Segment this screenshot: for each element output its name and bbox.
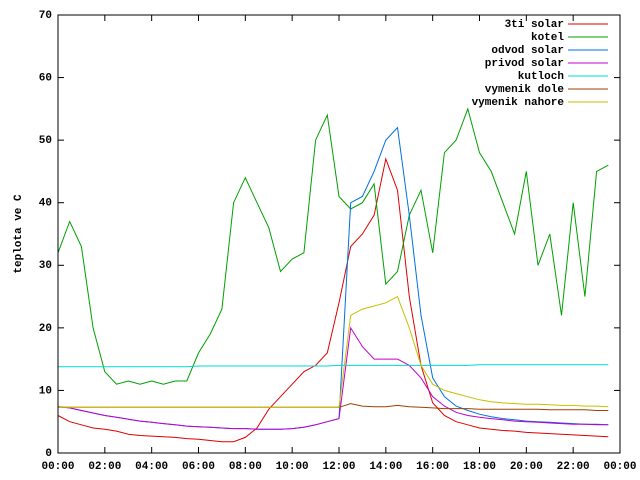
legend-label: kotel (531, 32, 564, 44)
x-tick-label: 10:00 (276, 461, 309, 473)
y-tick-label: 10 (39, 385, 52, 397)
x-tick-label: 20:00 (510, 461, 543, 473)
legend-label: privod solar (485, 58, 564, 70)
x-tick-label: 02:00 (88, 461, 121, 473)
legend-label: vymenik dole (485, 84, 565, 96)
x-tick-label: 18:00 (463, 461, 496, 473)
x-tick-label: 08:00 (229, 461, 262, 473)
y-axis-label: teplota ve C (13, 194, 25, 274)
x-tick-label: 22:00 (557, 461, 590, 473)
legend-label: vymenik nahore (472, 97, 565, 109)
series-line (58, 364, 609, 368)
y-tick-label: 40 (39, 198, 52, 210)
x-tick-label: 04:00 (135, 461, 168, 473)
x-tick-label: 12:00 (322, 461, 355, 473)
y-tick-label: 20 (39, 323, 52, 335)
legend-label: odvod solar (491, 45, 564, 57)
plot-border (57, 14, 621, 454)
series-line (57, 326, 609, 430)
y-tick-label: 50 (39, 135, 52, 147)
y-tick-label: 0 (45, 448, 52, 460)
legend-label: 3ti solar (505, 19, 564, 31)
x-tick-label: 00:00 (603, 461, 636, 473)
series-line (57, 157, 609, 443)
y-tick-label: 30 (39, 260, 52, 272)
series-line (58, 295, 609, 408)
legend-label: kutloch (518, 71, 564, 83)
x-tick-label: 14:00 (369, 461, 402, 473)
x-tick-label: 00:00 (41, 461, 74, 473)
x-tick-label: 06:00 (182, 461, 215, 473)
series-line (57, 107, 609, 385)
x-tick-label: 16:00 (416, 461, 449, 473)
y-tick-label: 70 (39, 10, 52, 22)
y-tick-label: 60 (39, 72, 52, 84)
